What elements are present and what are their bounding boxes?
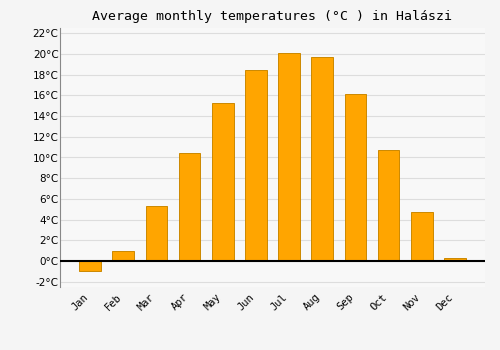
Bar bbox=[444, 258, 466, 261]
Title: Average monthly temperatures (°C ) in Halászi: Average monthly temperatures (°C ) in Ha… bbox=[92, 10, 452, 23]
Bar bbox=[245, 70, 266, 261]
Bar bbox=[312, 57, 333, 261]
Bar bbox=[411, 212, 432, 261]
Bar bbox=[278, 53, 300, 261]
Bar bbox=[146, 206, 167, 261]
Bar bbox=[179, 153, 201, 261]
Bar bbox=[378, 150, 400, 261]
Bar bbox=[344, 94, 366, 261]
Bar bbox=[212, 103, 234, 261]
Bar bbox=[80, 261, 101, 272]
Bar bbox=[112, 251, 134, 261]
